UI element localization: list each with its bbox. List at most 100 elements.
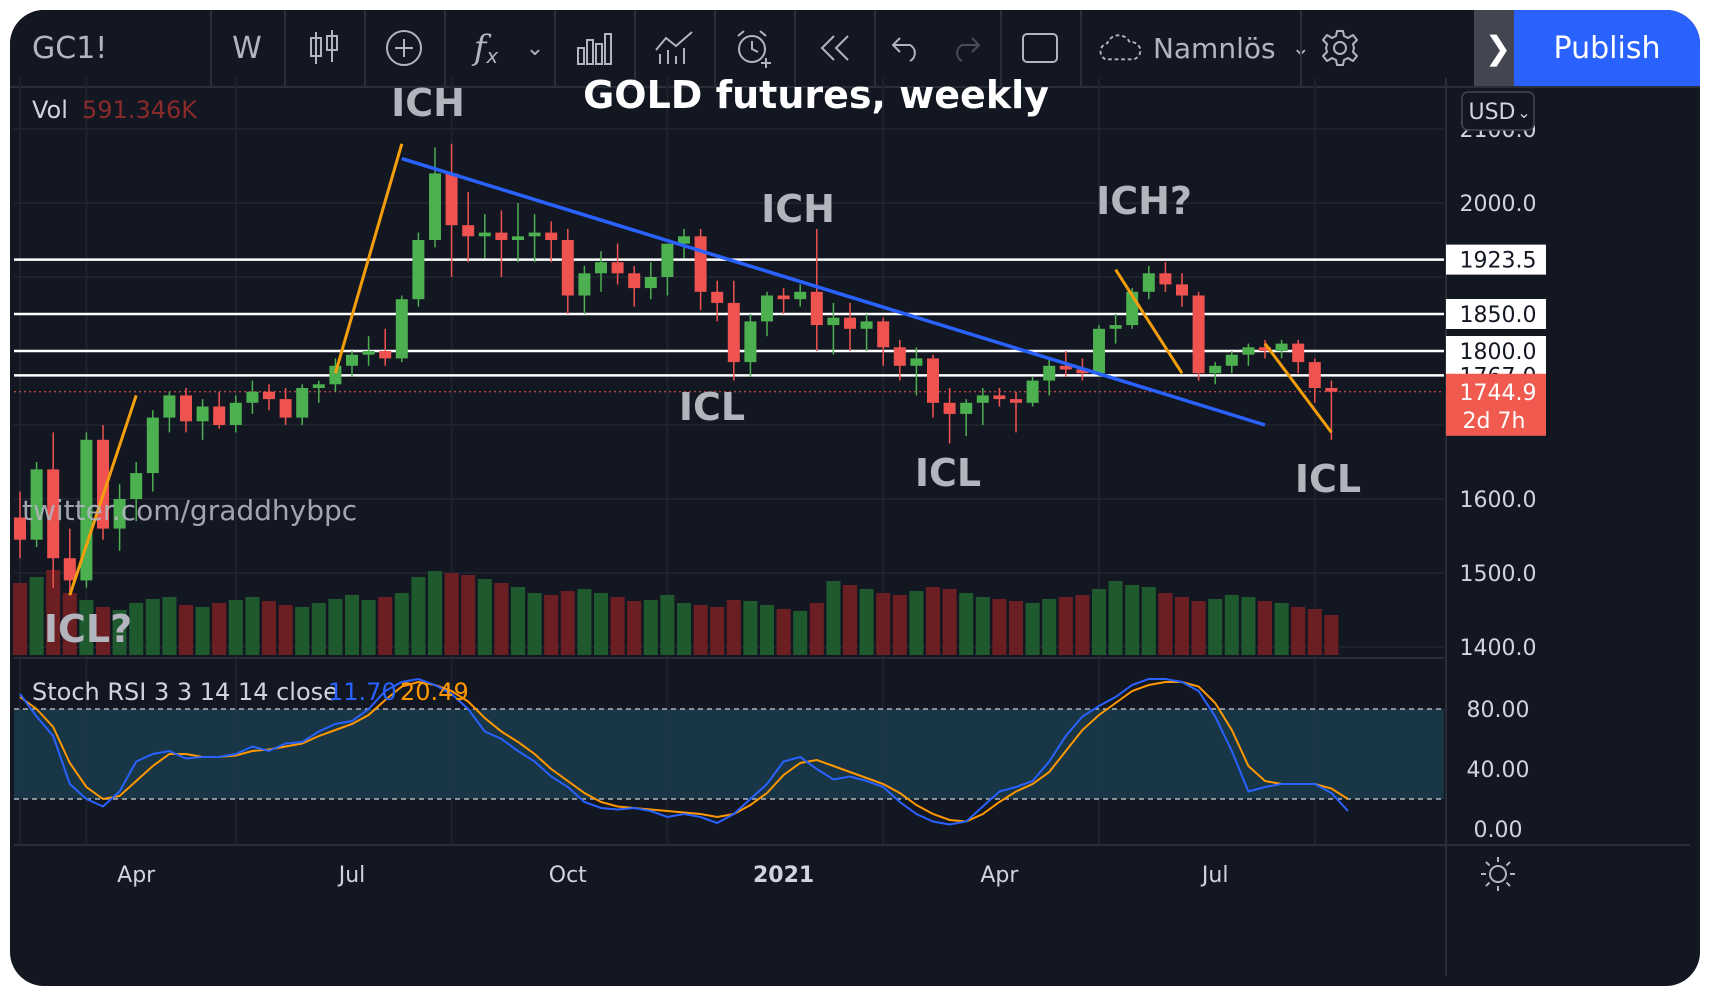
candle-body xyxy=(14,517,26,540)
volume-bar xyxy=(444,573,459,655)
volume-bar xyxy=(195,607,210,655)
candles-icon xyxy=(310,30,338,64)
volume-bar xyxy=(826,581,841,655)
annotation-label: ICL xyxy=(679,385,745,429)
volume-bar xyxy=(909,591,924,655)
drawings xyxy=(68,143,1333,596)
candle-body xyxy=(113,499,126,529)
volume-bar xyxy=(62,593,77,655)
candle-body xyxy=(80,439,93,581)
volume-bar xyxy=(1141,587,1156,655)
candle-body xyxy=(727,302,740,363)
volume-bar xyxy=(1009,601,1023,655)
level-price-box xyxy=(1446,244,1546,275)
publish-label: Publish xyxy=(1553,30,1661,66)
volume-bar xyxy=(643,600,658,655)
rewind-icon xyxy=(820,35,849,61)
volume-bar xyxy=(1108,581,1123,655)
volume-bar xyxy=(677,603,691,655)
candle-body xyxy=(810,291,823,326)
bar-chart-icon xyxy=(577,33,612,65)
fullscreen-button[interactable] xyxy=(1002,10,1078,86)
replay-button[interactable] xyxy=(796,10,872,86)
toolbar-divider xyxy=(364,10,366,86)
publish-button[interactable]: Publish xyxy=(1514,10,1700,86)
candle-body xyxy=(478,232,491,237)
indicators-dropdown-button[interactable]: ⌄ xyxy=(518,10,552,86)
toolbar-divider xyxy=(210,10,212,86)
candle-body xyxy=(146,417,159,474)
candle-body xyxy=(744,321,757,363)
candle-body xyxy=(1209,365,1222,374)
candle-body xyxy=(279,399,292,418)
sun-icon-core xyxy=(1489,865,1507,883)
volume-bar xyxy=(29,577,44,655)
sun-icon-ray xyxy=(1505,861,1511,867)
layout-name-button[interactable]: Namnlös ⌄ xyxy=(1082,10,1310,86)
candle-body xyxy=(976,395,989,403)
volume-bar xyxy=(411,577,426,655)
symbol-search-button[interactable]: GC1! xyxy=(18,10,222,86)
settings-button[interactable] xyxy=(1302,10,1378,86)
volume-bar xyxy=(577,589,592,655)
candle-body xyxy=(1325,388,1338,392)
candle-body xyxy=(395,299,408,359)
volume-bars xyxy=(13,570,1339,655)
interval-button[interactable]: W xyxy=(212,10,282,86)
time-tick-label: Jul xyxy=(1200,863,1229,888)
annotation-label: ICH xyxy=(761,187,835,231)
annotation-label: ICL xyxy=(1295,457,1361,501)
volume-bar xyxy=(1042,599,1057,655)
function-icon-subscript: x xyxy=(486,44,499,68)
candle-body xyxy=(196,406,209,422)
alert-button[interactable] xyxy=(716,10,792,86)
templates-button[interactable] xyxy=(636,10,712,86)
candle-body xyxy=(694,236,707,292)
volume-bar xyxy=(710,607,725,655)
compare-symbol-button[interactable] xyxy=(366,10,442,86)
toolbar-divider xyxy=(444,10,446,86)
level-price-box xyxy=(1446,299,1546,329)
annotation-label: ICL xyxy=(915,451,981,495)
time-tick-label: Oct xyxy=(549,863,587,888)
cycle-line xyxy=(68,394,138,596)
candle-body xyxy=(1159,273,1172,285)
stoch-k-value: 11.70 xyxy=(328,678,397,706)
candle-body xyxy=(827,317,840,326)
candle-body xyxy=(429,173,441,240)
layout-name: Namnlös xyxy=(1152,31,1276,65)
stoch-tick-label: 40.00 xyxy=(1467,758,1530,783)
sun-icon-ray xyxy=(1485,861,1491,867)
volume-bar xyxy=(46,570,61,655)
candle-body xyxy=(346,354,358,366)
candle-body xyxy=(412,240,425,300)
time-tick-label: 2021 xyxy=(753,863,814,888)
alarm-clock-icon xyxy=(737,30,771,68)
stoch-d-value: 20.49 xyxy=(400,678,469,706)
undo-button[interactable] xyxy=(876,10,936,86)
volume-bar xyxy=(13,583,27,655)
volume-bar xyxy=(394,593,409,655)
toolbar-divider xyxy=(714,10,716,86)
candles-style-button[interactable] xyxy=(286,10,362,86)
candle-body xyxy=(1043,365,1056,381)
redo-button[interactable] xyxy=(936,10,996,86)
candle-body xyxy=(1109,325,1122,329)
candle-body xyxy=(777,295,790,300)
volume-bar xyxy=(1241,597,1256,655)
volume-bar xyxy=(743,601,758,655)
candle-body xyxy=(910,358,923,366)
financials-button[interactable] xyxy=(556,10,632,86)
candle-body xyxy=(860,321,873,329)
volume-bar xyxy=(793,611,808,655)
volume-bar xyxy=(79,600,94,655)
time-tick-label: Apr xyxy=(117,863,156,888)
annotation-labels: ICH ICH ICH? ICL ICL ICL ICL? GOLD futures, wee… xyxy=(22,73,1361,651)
toolbar-divider xyxy=(554,10,556,86)
cycle-line xyxy=(333,143,404,374)
plus-circle-icon xyxy=(386,30,422,66)
candle-body xyxy=(993,395,1006,400)
chart-area[interactable]: ICH ICH ICH? ICL ICL ICL ICL? GOLD futures, wee… xyxy=(10,10,1700,986)
